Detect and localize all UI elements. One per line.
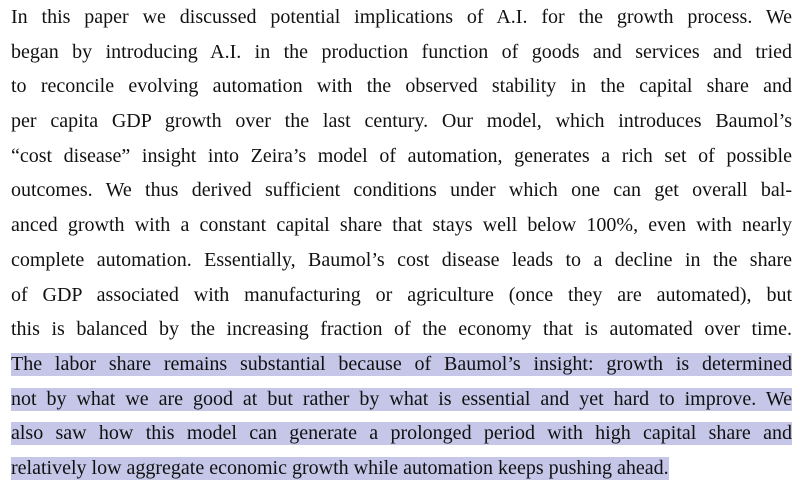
text-line: per capita GDP growth over the last cent… [11,110,792,133]
text-line: to reconcile evolving automation with th… [11,75,792,98]
text-highlight[interactable]: also saw how this model can generate a p… [11,422,792,446]
text-line: In this paper we discussed potential imp… [11,6,792,28]
text-line: outcomes. We thus derived sufficient con… [11,179,792,202]
paper-paragraph: In this paper we discussed potential imp… [11,0,792,486]
text-line: this is balanced by the increasing fract… [11,318,792,341]
text-line: complete automation. Essentially, Baumol… [11,248,792,271]
highlighted-line: relatively low aggregate economic growth… [11,451,792,486]
text-line: anced growth with a constant capital sha… [11,214,792,237]
highlighted-line: also saw how this model can generate a p… [11,416,792,451]
text-highlight[interactable]: relatively low aggregate economic growth… [11,456,669,480]
highlighted-line: The labor share remains substantial beca… [11,347,792,382]
text-line: began by introducing A.I. in the product… [11,40,792,63]
text-line: of GDP associated with manufacturing or … [11,283,792,306]
highlighted-line: not by what we are good at but rather by… [11,382,792,417]
text-highlight[interactable]: The labor share remains substantial beca… [11,352,792,376]
text-line: “cost disease” insight into Zeira’s mode… [11,144,792,167]
text-highlight[interactable]: not by what we are good at but rather by… [11,387,792,411]
